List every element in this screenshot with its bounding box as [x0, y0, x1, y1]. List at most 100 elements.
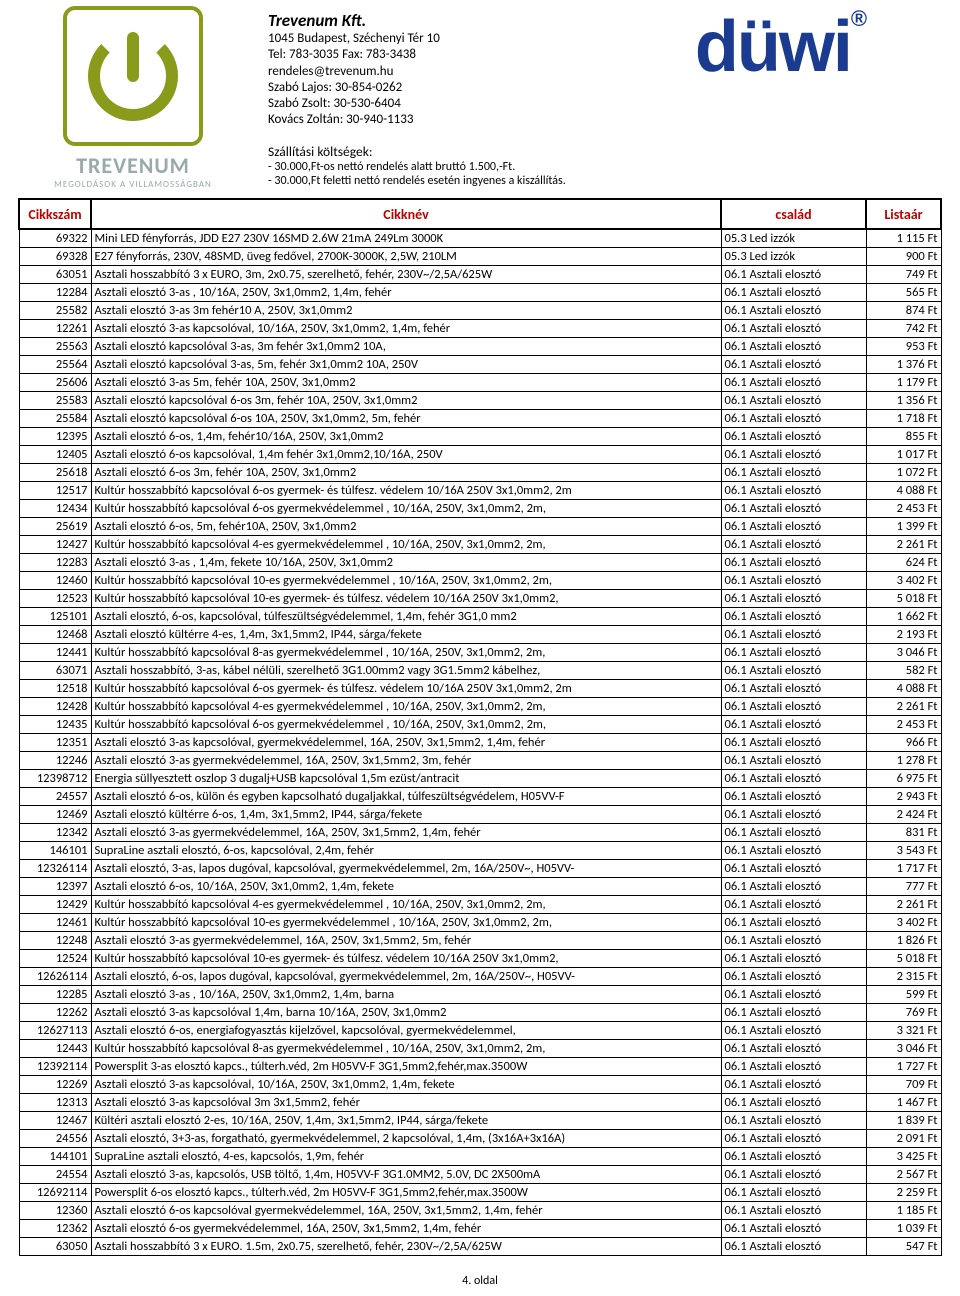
cell-csalad: 06.1 Asztali elosztó [721, 1058, 866, 1076]
cell-csalad: 06.1 Asztali elosztó [721, 1076, 866, 1094]
col-csalad: család [721, 199, 866, 229]
table-row: 12429Kultúr hosszabbító kapcsolóval 4-es… [19, 896, 941, 914]
cell-cikknev: Asztali elosztó kapcsolóval 3-as, 5m, fe… [91, 356, 721, 374]
cell-cikkszam: 12392114 [19, 1058, 91, 1076]
table-row: 12443Kultúr hosszabbító kapcsolóval 8-as… [19, 1040, 941, 1058]
table-row: 12524Kultúr hosszabbító kapcsolóval 10-e… [19, 950, 941, 968]
table-row: 25583Asztali elosztó kapcsolóval 6-os 3m… [19, 392, 941, 410]
table-header-row: Cikkszám Cikknév család Listaár [19, 199, 941, 229]
cell-csalad: 06.1 Asztali elosztó [721, 1148, 866, 1166]
cell-csalad: 06.1 Asztali elosztó [721, 1166, 866, 1184]
cell-cikknev: Asztali elosztó 3-as kapcsolóval, gyerme… [91, 734, 721, 752]
cell-cikknev: Asztali elosztó 6-os, 5m, fehér10A, 250V… [91, 518, 721, 536]
duwi-logo: düwi® [695, 6, 865, 88]
cell-cikknev: Asztali elosztó kültérre 4-es, 1,4m, 3x1… [91, 626, 721, 644]
cell-csalad: 06.1 Asztali elosztó [721, 824, 866, 842]
cell-cikkszam: 12434 [19, 500, 91, 518]
cell-listaar: 1 179 Ft [866, 374, 941, 392]
cell-cikkszam: 12246 [19, 752, 91, 770]
cell-cikknev: Asztali elosztó 3-as kapcsolóval, 10/16A… [91, 320, 721, 338]
cell-cikknev: Asztali elosztó 3-as , 10/16A, 250V, 3x1… [91, 986, 721, 1004]
cell-cikkszam: 12692114 [19, 1184, 91, 1202]
cell-csalad: 06.1 Asztali elosztó [721, 698, 866, 716]
cell-cikkszam: 12469 [19, 806, 91, 824]
cell-listaar: 831 Ft [866, 824, 941, 842]
cell-cikkszam: 12441 [19, 644, 91, 662]
cell-cikkszam: 24557 [19, 788, 91, 806]
cell-cikknev: Asztali elosztó kapcsolóval 6-os 10A, 25… [91, 410, 721, 428]
cell-listaar: 900 Ft [866, 248, 941, 266]
company-info: Trevenum Kft. 1045 Budapest, Széchenyi T… [268, 6, 598, 188]
table-row: 12398712Energia süllyesztett oszlop 3 du… [19, 770, 941, 788]
cell-cikkszam: 12351 [19, 734, 91, 752]
cell-csalad: 06.1 Asztali elosztó [721, 770, 866, 788]
cell-cikknev: Powersplit 6-os elosztó kapcs., túlterh.… [91, 1184, 721, 1202]
table-row: 24556Asztali elosztó, 3+3-as, forgatható… [19, 1130, 941, 1148]
cell-cikkszam: 12467 [19, 1112, 91, 1130]
company-contact3: Kovács Zoltán: 30-940-1133 [268, 112, 598, 128]
cell-csalad: 06.1 Asztali elosztó [721, 752, 866, 770]
col-cikknev: Cikknév [91, 199, 721, 229]
cell-cikknev: SupraLine asztali elosztó, 4-es, kapcsol… [91, 1148, 721, 1166]
company-email: rendeles@trevenum.hu [268, 64, 598, 80]
cell-listaar: 953 Ft [866, 338, 941, 356]
shipping-title: Szállítási költségek: [268, 143, 598, 160]
cell-csalad: 06.1 Asztali elosztó [721, 428, 866, 446]
cell-listaar: 1 826 Ft [866, 932, 941, 950]
table-row: 12468Asztali elosztó kültérre 4-es, 1,4m… [19, 626, 941, 644]
cell-cikkszam: 144101 [19, 1148, 91, 1166]
cell-listaar: 1 376 Ft [866, 356, 941, 374]
cell-csalad: 06.1 Asztali elosztó [721, 284, 866, 302]
cell-cikkszam: 12517 [19, 482, 91, 500]
cell-listaar: 742 Ft [866, 320, 941, 338]
table-row: 12692114Powersplit 6-os elosztó kapcs., … [19, 1184, 941, 1202]
cell-cikkszam: 12395 [19, 428, 91, 446]
cell-cikknev: Asztali elosztó 3-as kapcsolóval 3m 3x1,… [91, 1094, 721, 1112]
cell-cikknev: Asztali hosszabbító, 3-as, kábel nélüli,… [91, 662, 721, 680]
table-row: 144101SupraLine asztali elosztó, 4-es, k… [19, 1148, 941, 1166]
cell-csalad: 06.1 Asztali elosztó [721, 1220, 866, 1238]
table-row: 12427Kultúr hosszabbító kapcsolóval 4-es… [19, 536, 941, 554]
table-row: 12246Asztali elosztó 3-as gyermekvédelem… [19, 752, 941, 770]
cell-cikkszam: 12398712 [19, 770, 91, 788]
cell-cikknev: Kultúr hosszabbító kapcsolóval 6-os gyer… [91, 500, 721, 518]
cell-cikkszam: 12342 [19, 824, 91, 842]
cell-cikkszam: 12405 [19, 446, 91, 464]
cell-csalad: 05.3 Led izzók [721, 229, 866, 248]
cell-listaar: 2 453 Ft [866, 500, 941, 518]
table-row: 12435Kultúr hosszabbító kapcsolóval 6-os… [19, 716, 941, 734]
cell-csalad: 06.1 Asztali elosztó [721, 806, 866, 824]
cell-csalad: 06.1 Asztali elosztó [721, 356, 866, 374]
cell-cikknev: Asztali elosztó 3-as gyermekvédelemmel, … [91, 824, 721, 842]
cell-cikknev: Asztali elosztó kapcsolóval 6-os 3m, feh… [91, 392, 721, 410]
cell-csalad: 06.1 Asztali elosztó [721, 950, 866, 968]
cell-listaar: 2 259 Ft [866, 1184, 941, 1202]
cell-cikknev: Asztali elosztó 6-os gyermekvédelemmel, … [91, 1220, 721, 1238]
table-row: 125101Asztali elosztó, 6-os, kapcsolóval… [19, 608, 941, 626]
cell-cikkszam: 12360 [19, 1202, 91, 1220]
cell-cikkszam: 125101 [19, 608, 91, 626]
logo-column: TREVENUM MEGOLDÁSOK A VILLAMOSSÁGBAN [18, 6, 248, 190]
cell-cikkszam: 63071 [19, 662, 91, 680]
cell-cikknev: Kültéri asztali elosztó 2-es, 10/16A, 25… [91, 1112, 721, 1130]
cell-listaar: 6 975 Ft [866, 770, 941, 788]
cell-cikknev: Asztali elosztó, 6-os, lapos dugóval, ka… [91, 968, 721, 986]
company-contact2: Szabó Zsolt: 30-530-6404 [268, 96, 598, 112]
cell-csalad: 06.1 Asztali elosztó [721, 878, 866, 896]
table-row: 12283Asztali elosztó 3-as , 1,4m, fekete… [19, 554, 941, 572]
table-row: 12285Asztali elosztó 3-as , 10/16A, 250V… [19, 986, 941, 1004]
cell-listaar: 749 Ft [866, 266, 941, 284]
cell-cikkszam: 25618 [19, 464, 91, 482]
table-row: 12627113Asztali elosztó 6-os, energiafog… [19, 1022, 941, 1040]
table-row: 12284Asztali elosztó 3-as , 10/16A, 250V… [19, 284, 941, 302]
cell-listaar: 3 046 Ft [866, 1040, 941, 1058]
cell-cikkszam: 12269 [19, 1076, 91, 1094]
cell-cikknev: Asztali elosztó 6-os, 10/16A, 250V, 3x1,… [91, 878, 721, 896]
price-table: Cikkszám Cikknév család Listaár 69322Min… [18, 198, 942, 1256]
cell-csalad: 06.1 Asztali elosztó [721, 1112, 866, 1130]
table-row: 63050Asztali hosszabbító 3 x EURO. 1.5m,… [19, 1238, 941, 1256]
cell-listaar: 3 402 Ft [866, 914, 941, 932]
table-row: 25563Asztali elosztó kapcsolóval 3-as, 3… [19, 338, 941, 356]
table-row: 12517Kultúr hosszabbító kapcsolóval 6-os… [19, 482, 941, 500]
table-row: 12248Asztali elosztó 3-as gyermekvédelem… [19, 932, 941, 950]
